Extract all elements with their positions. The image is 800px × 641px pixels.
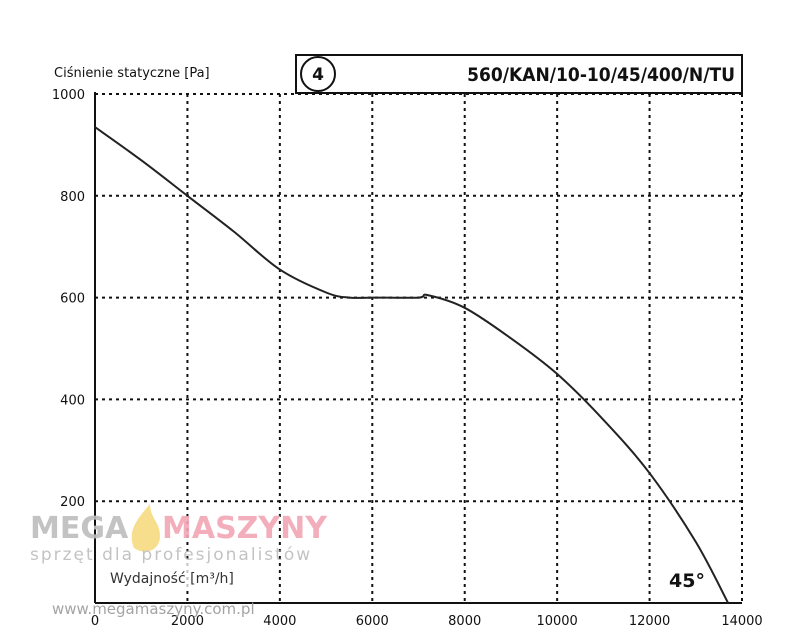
x-tick-labels: 0 2000 4000 6000 8000 10000 12000 14000 (91, 614, 763, 629)
flame-logo (131, 504, 160, 552)
x-tick-label: 0 (91, 614, 99, 629)
watermark-url: www.megamaszyny.com.pl (52, 600, 255, 618)
x-tick-label: 6000 (356, 614, 389, 629)
y-axis-label: Ciśnienie statyczne [Pa] (54, 66, 210, 81)
x-tick-label: 2000 (171, 614, 204, 629)
title-box (295, 54, 743, 94)
watermark-tagline: sprzęt dla profesjonalistów (30, 545, 312, 565)
y-tick-labels: 1000 800 600 400 200 (52, 88, 85, 510)
x-tick-label: 12000 (629, 614, 670, 629)
y-tick-label: 800 (60, 190, 85, 205)
x-tick-label: 14000 (721, 614, 762, 629)
watermark-brand-right: MASZYNY (162, 511, 328, 546)
blade-angle-label: 45° (669, 570, 705, 592)
x-label-backdrop (100, 563, 276, 591)
watermark: MEGA MASZYNY sprzęt dla profesjonalistów… (30, 504, 328, 618)
curve-number-badge (300, 56, 336, 92)
pressure-curve (94, 126, 729, 604)
y-tick-label: 400 (60, 393, 85, 408)
curve-number: 4 (312, 65, 324, 85)
y-tick-label: 600 (60, 292, 85, 307)
axes (94, 92, 742, 604)
x-tick-label: 8000 (448, 614, 481, 629)
x-tick-label: 10000 (536, 614, 577, 629)
y-tick-label: 1000 (52, 88, 85, 103)
chart-title: 560/KAN/10-10/45/400/N/TU (467, 64, 735, 86)
grid-lines (95, 93, 743, 603)
watermark-brand-left: MEGA (30, 511, 129, 546)
y-tick-label: 200 (60, 495, 85, 510)
x-axis-label: Wydajność [m³/h] (110, 571, 234, 587)
x-tick-label: 4000 (263, 614, 296, 629)
